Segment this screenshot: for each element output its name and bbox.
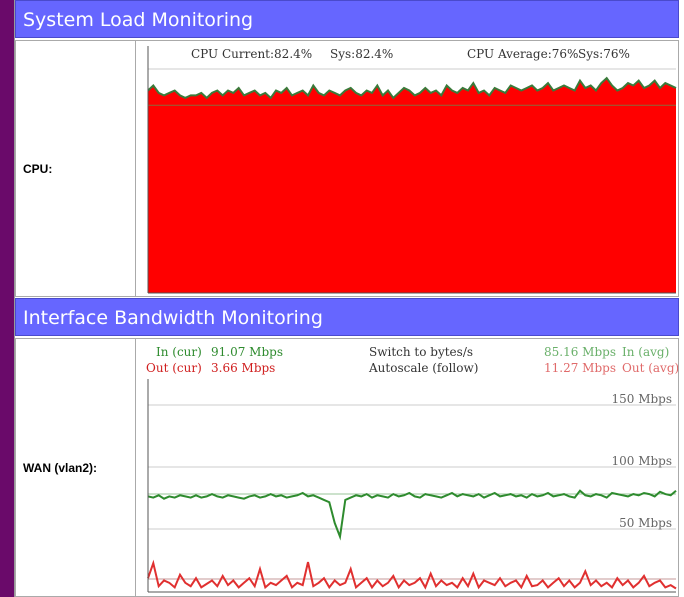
tick-label-50: 50 Mbps	[619, 516, 672, 530]
bandwidth-title: Interface Bandwidth Monitoring	[23, 307, 323, 329]
system-load-title: System Load Monitoring	[23, 9, 254, 31]
cpu-label-text: CPU:	[23, 161, 53, 176]
bandwidth-graph: In (cur) 91.07 Mbps Out (cur) 3.66 Mbps …	[136, 339, 678, 596]
cpu-series-group	[147, 76, 677, 293]
out-cur-value: 3.66 Mbps	[211, 361, 275, 375]
tick-label-100: 100 Mbps	[611, 454, 672, 468]
cpu-current-label: CPU Current:82.4%	[191, 47, 312, 61]
out-avg-value: 11.27 Mbps	[544, 361, 616, 375]
wan-row: WAN (vlan2): In (cur) 91.07 Mbps Out (cu…	[15, 338, 679, 597]
cpu-row-label: CPU:	[16, 41, 136, 296]
bandwidth-header: Interface Bandwidth Monitoring	[15, 298, 679, 336]
sys-average-label: Sys:76%	[578, 47, 630, 61]
tick-label-150: 150 Mbps	[611, 392, 672, 406]
switch-bytes-link[interactable]: Switch to bytes/s	[369, 345, 473, 359]
left-sidebar-strip	[0, 0, 14, 597]
sys-current-label: Sys:82.4%	[330, 47, 393, 61]
bw-series-group	[147, 489, 677, 590]
out-avg-label: Out (avg)	[622, 361, 678, 375]
bw-in-line	[147, 489, 677, 541]
cpu-load-graph: CPU Current:82.4% Sys:82.4% CPU Average:…	[136, 41, 678, 296]
out-cur-label: Out (cur)	[146, 361, 202, 375]
autoscale-link[interactable]: Autoscale (follow)	[368, 361, 478, 375]
wan-row-label: WAN (vlan2):	[16, 339, 136, 596]
in-cur-value: 91.07 Mbps	[211, 345, 283, 359]
bw-out-line	[147, 559, 677, 590]
in-avg-value: 85.16 Mbps	[544, 345, 616, 359]
wan-label-text: WAN (vlan2):	[23, 460, 98, 475]
main-content: System Load Monitoring CPU: CPU Current:…	[14, 0, 684, 597]
cpu-average-label: CPU Average:76%	[467, 47, 578, 61]
in-cur-label: In (cur)	[156, 345, 202, 359]
system-load-header: System Load Monitoring	[15, 0, 679, 38]
cpu-row: CPU: CPU Current:82.4% Sys:82.4% CPU Ave…	[15, 40, 679, 297]
in-avg-label: In (avg)	[622, 345, 669, 359]
cpu-area-outline	[147, 76, 677, 100]
cpu-area-fill	[148, 78, 676, 293]
